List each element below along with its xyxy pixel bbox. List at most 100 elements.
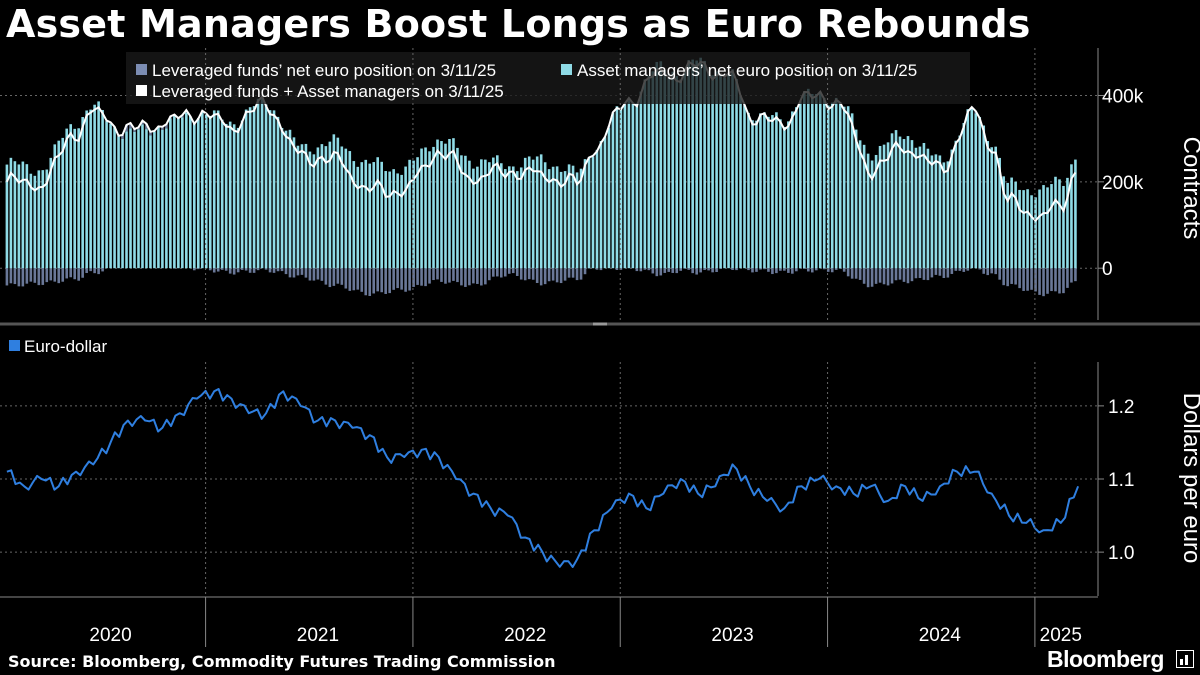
asset-managers-bar [711,75,714,269]
leveraged-bar [149,131,152,136]
asset-managers-bar [619,107,623,269]
leveraged-bar [559,268,563,284]
asset-managers-bar [579,168,583,269]
leveraged-bar [667,268,671,272]
leveraged-bar [232,268,236,275]
leveraged-bar [691,268,694,274]
leveraged-bar [842,268,846,272]
leveraged-bar [699,268,702,273]
asset-managers-bar [65,128,69,269]
asset-managers-bar [539,154,543,269]
asset-managers-bar [69,124,73,269]
asset-managers-bar [292,137,296,269]
asset-managers-bar [543,162,547,269]
asset-managers-bar [679,79,683,269]
leveraged-bar [515,268,519,276]
asset-managers-bar [1022,190,1025,269]
asset-managers-bar [635,103,639,269]
bloomberg-terminal-icon [1176,650,1194,668]
leveraged-bar [675,268,679,274]
leveraged-bar [236,268,240,273]
leveraged-bar [763,268,766,270]
asset-managers-bar [356,166,360,269]
asset-managers-bar [204,114,208,269]
leveraged-bar [73,268,76,280]
asset-managers-bar [826,105,830,269]
asset-managers-bar [799,100,802,269]
asset-managers-bar [352,161,356,269]
asset-managers-bar [659,61,663,269]
asset-managers-bar [986,141,990,269]
asset-managers-bar [599,141,603,269]
leveraged-bar [958,268,962,271]
asset-managers-bar [846,106,850,269]
asset-managers-bar [312,154,316,269]
asset-managers-bar [519,167,523,269]
asset-managers-bar [1014,181,1017,269]
leveraged-bar [101,268,104,272]
asset-managers-bar [950,149,954,269]
leveraged-bar [874,268,878,284]
asset-managers-bar [200,112,204,269]
leveraged-bar [519,268,523,280]
asset-managers-bar [220,119,224,269]
leveraged-bar [472,268,475,284]
leveraged-bar [1002,268,1005,286]
asset-managers-bar [958,135,962,269]
asset-managers-bar [244,109,248,269]
asset-managers-bar [842,106,846,269]
asset-managers-bar [902,139,906,269]
asset-managers-bar [1070,164,1073,269]
leveraged-bar [436,268,439,280]
asset-managers-bar [511,166,515,269]
asset-managers-bar [129,128,132,269]
asset-managers-bar [185,112,188,269]
leveraged-bar [17,268,21,287]
asset-managers-bar [739,95,742,269]
leveraged-bar [866,268,870,288]
legend-swatch-leveraged [136,64,147,75]
leveraged-bar [683,268,687,269]
legend-label-euro-dollar: Euro-dollar [24,337,107,356]
asset-managers-bar [328,141,332,269]
asset-managers-bar [850,113,854,269]
leveraged-bar [531,268,535,280]
asset-managers-bar [105,121,108,269]
leveraged-bar [807,268,810,272]
asset-managers-bar [719,73,722,269]
leveraged-bar [747,268,750,271]
leveraged-bar [902,268,906,282]
leveraged-bar [129,123,132,129]
leveraged-bar [575,268,579,281]
asset-managers-bar [440,141,443,269]
asset-managers-bar [934,154,938,269]
leveraged-bar [503,268,507,277]
asset-managers-bar [153,131,156,269]
leveraged-bar [751,268,754,273]
leveraged-bar [308,268,312,281]
leveraged-bar [882,268,886,285]
x-axis: 2020 2021 2022 2023 2024 2025 [0,48,1098,647]
asset-managers-bar [268,110,272,269]
asset-managers-bar [878,145,882,269]
leveraged-bar [264,268,268,270]
asset-managers-bar [109,123,112,269]
asset-managers-bar [747,112,750,269]
asset-managers-bar [671,71,675,269]
leveraged-bar [196,268,200,270]
leveraged-bar [1006,268,1009,287]
leveraged-bar [759,268,762,270]
asset-managers-bar [583,159,587,269]
asset-managers-bar [759,113,762,269]
leveraged-bar [77,268,80,281]
asset-managers-bar [133,131,136,269]
leveraged-bar [272,268,276,273]
asset-managers-bar [822,97,826,269]
asset-managers-bar [320,144,324,269]
leveraged-bar [507,268,511,274]
asset-managers-bar [735,78,738,269]
asset-managers-bar [727,74,730,269]
leveraged-bar [420,268,423,286]
asset-managers-bar [424,147,427,269]
leveraged-bar [404,268,407,292]
